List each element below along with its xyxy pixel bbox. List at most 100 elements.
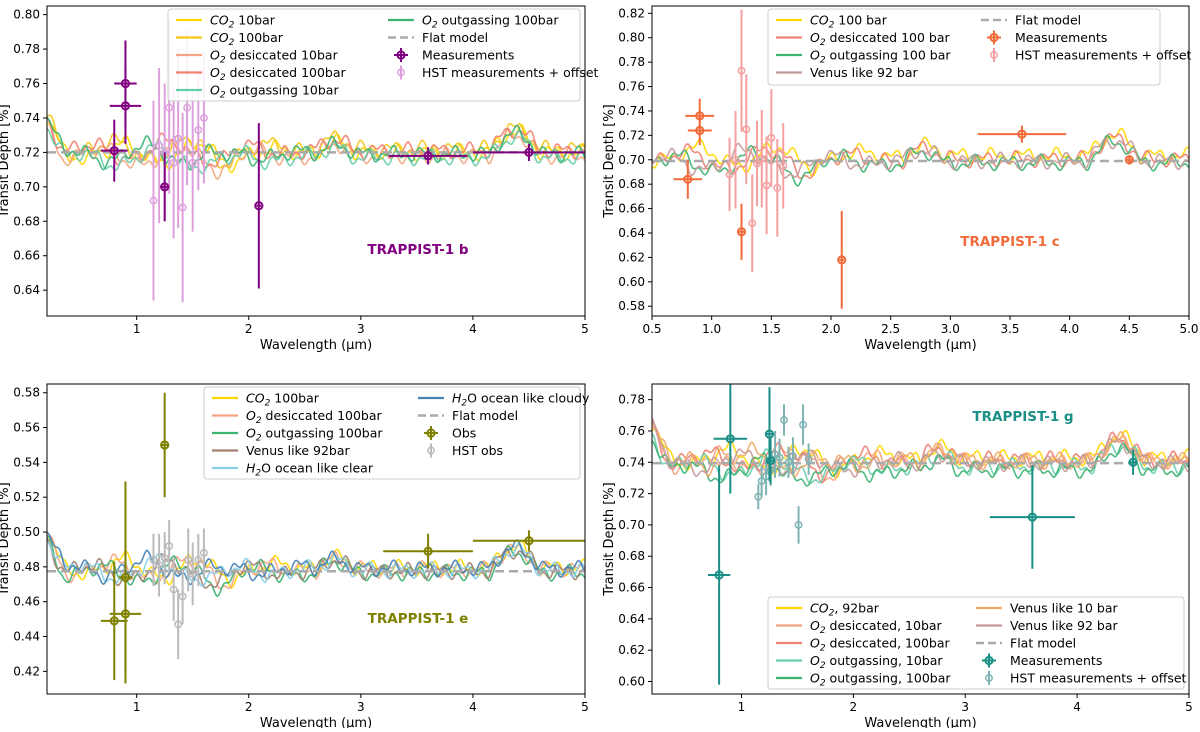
legend-entry: CO2 100 bar bbox=[776, 13, 888, 31]
y-tick-label: 0.78 bbox=[618, 55, 645, 69]
measurement-marker bbox=[109, 616, 119, 626]
legend-label-rest: 100bar bbox=[270, 391, 319, 406]
hst-marker bbox=[155, 561, 164, 570]
legend-label-subscript: 2 bbox=[820, 56, 826, 66]
legend-box bbox=[203, 386, 581, 480]
legend-label: CO2 100bar bbox=[246, 391, 320, 409]
legend-label: Venus like 92 bar bbox=[810, 65, 918, 80]
x-tick-label: 5 bbox=[581, 700, 589, 714]
measurement-marker bbox=[524, 536, 534, 546]
plot-area bbox=[652, 384, 1189, 685]
measurement-point bbox=[383, 533, 473, 569]
x-tick-label: 4.0 bbox=[1060, 322, 1079, 336]
legend-label-subscript: 2 bbox=[820, 644, 826, 654]
hst-point bbox=[155, 533, 164, 597]
y-tick-label: 0.64 bbox=[618, 226, 645, 240]
legend-label-formula: O bbox=[810, 30, 820, 45]
measurement-marker bbox=[1128, 457, 1138, 467]
measurement-point bbox=[673, 159, 703, 199]
hst-marker bbox=[160, 554, 169, 563]
measurement-point bbox=[977, 125, 1067, 143]
measurement-marker bbox=[524, 147, 534, 157]
x-axis-label: Wavelength (μm) bbox=[260, 338, 372, 353]
y-tick-label: 0.52 bbox=[13, 490, 40, 504]
plot-area bbox=[47, 392, 585, 684]
legend-swatch-marker bbox=[989, 32, 999, 43]
hst-point bbox=[194, 533, 203, 587]
y-tick-label: 0.58 bbox=[13, 386, 40, 400]
legend-entry: O2 outgassing 100 bar bbox=[776, 48, 951, 66]
measurement-marker bbox=[1124, 155, 1134, 165]
legend-label: HST measurements + offset bbox=[1010, 671, 1187, 686]
legend-label: O2 desiccated, 100bar bbox=[810, 636, 950, 654]
measurement-point bbox=[736, 203, 747, 260]
legend-label: CO2, 92bar bbox=[810, 601, 880, 619]
measurement-point bbox=[707, 465, 731, 685]
legend-swatch-marker bbox=[426, 428, 436, 438]
legend-label: O2 desiccated 100bar bbox=[210, 65, 347, 83]
x-axis-label: Wavelength (μm) bbox=[864, 716, 976, 728]
measurement-point bbox=[1128, 449, 1138, 475]
legend-label: HST measurements + offset bbox=[422, 65, 599, 80]
series-line-6 bbox=[47, 117, 585, 171]
hst-marker bbox=[188, 569, 197, 578]
hst-marker bbox=[178, 203, 187, 212]
measurement-marker bbox=[736, 227, 747, 237]
legend-label-formula: CO bbox=[810, 13, 829, 28]
hst-marker bbox=[149, 555, 158, 564]
x-tick-label: 3 bbox=[357, 322, 365, 336]
axes-frame bbox=[46, 5, 586, 317]
planet-title: TRAPPIST-1 g bbox=[972, 409, 1073, 425]
legend-entry: CO2 100bar bbox=[212, 391, 320, 409]
legend-label: CO2 100 bar bbox=[810, 13, 888, 31]
panel-2: 0.5 1.0 1.5 2.0 2.5 3.0 3.5 4.0 4.5 5.0 0.58 0.60 0.… bbox=[602, 5, 1199, 353]
measurement-marker bbox=[120, 572, 131, 582]
legend-box bbox=[767, 8, 1161, 86]
measurement-marker bbox=[725, 434, 735, 444]
hst-point bbox=[775, 438, 784, 477]
x-tick-label: 2 bbox=[850, 700, 858, 714]
hst-marker bbox=[753, 159, 761, 168]
legend-entry: Flat model bbox=[418, 408, 518, 423]
planet-title: TRAPPIST-1 b bbox=[367, 242, 469, 258]
hst-marker bbox=[174, 620, 183, 629]
hst-marker bbox=[188, 158, 197, 167]
y-axis-label: Transit Depth [%] bbox=[602, 104, 617, 218]
x-axis-label: Wavelength (μm) bbox=[864, 338, 976, 353]
hst-marker bbox=[194, 126, 203, 134]
legend-label-subscript: 2 bbox=[820, 679, 826, 689]
legend-label-rest: outgassing, 10bar bbox=[826, 653, 944, 668]
legend-label: Flat model bbox=[1015, 13, 1081, 28]
measurement-point bbox=[100, 561, 128, 681]
legend-label-formula: O bbox=[810, 671, 820, 686]
hst-point bbox=[799, 404, 807, 446]
hst-point bbox=[174, 589, 183, 660]
y-tick-label: 0.66 bbox=[13, 249, 40, 263]
x-tick-label: 3 bbox=[357, 700, 365, 714]
legend-label-formula: H bbox=[452, 391, 462, 406]
hst-marker bbox=[199, 548, 208, 557]
legend-label-rest: outgassing 100bar bbox=[438, 13, 560, 28]
hst-point bbox=[754, 484, 763, 510]
hst-marker bbox=[174, 134, 183, 143]
y-tick-label: 0.80 bbox=[13, 8, 40, 22]
measurement-marker bbox=[160, 440, 170, 450]
legend-label-rest: desiccated 100bar bbox=[262, 408, 383, 423]
legend-label: O2 desiccated 100bar bbox=[246, 408, 383, 426]
legend-entry: HST measurements + offset bbox=[397, 65, 599, 80]
hst-point bbox=[757, 465, 766, 497]
measurement-point bbox=[254, 123, 264, 289]
legend-label-formula: O bbox=[422, 13, 432, 28]
y-tick-label: 0.74 bbox=[13, 111, 40, 125]
legend-label: Venus like 10 bar bbox=[1010, 601, 1118, 616]
legend-label: O2 outgassing 100bar bbox=[246, 426, 383, 444]
legend-swatch-marker bbox=[984, 655, 994, 666]
y-tick-label: 0.78 bbox=[618, 393, 645, 407]
legend-label-formula: O bbox=[810, 48, 820, 63]
series-line-6 bbox=[47, 531, 585, 586]
legend-label-formula: CO bbox=[246, 391, 265, 406]
hst-point bbox=[779, 123, 788, 209]
measurement-marker bbox=[120, 101, 131, 111]
legend-label-rest: desiccated, 100bar bbox=[826, 636, 951, 651]
hst-point bbox=[757, 109, 766, 208]
